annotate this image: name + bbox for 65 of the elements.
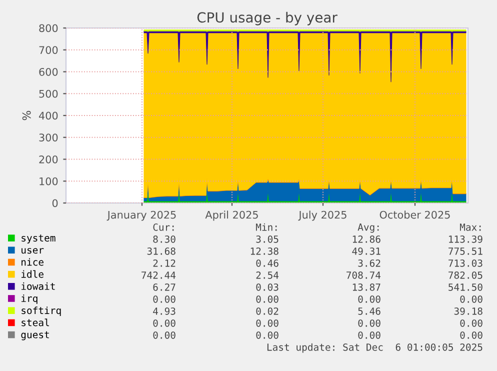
text: Avg: [358, 224, 379, 233]
chart-title: CPU usage - by year [197, 12, 338, 26]
text: 5.46 [358, 307, 380, 315]
text: 13.87 [352, 283, 380, 291]
text: 782.05 [448, 271, 482, 279]
y-tick-label: 500 [39, 90, 58, 98]
text: 49.31 [352, 247, 380, 255]
y-tick-label: 200 [39, 155, 58, 164]
text: 3.05 [256, 235, 278, 243]
text: 8.30 [153, 235, 176, 243]
text: 2.12 [153, 259, 176, 267]
text: 0.03 [256, 283, 278, 291]
text: 2.54 [256, 271, 279, 279]
text: 31.68 [147, 247, 176, 255]
legend-label: idle [21, 270, 44, 278]
legend-label: irq [21, 294, 38, 304]
text: 0.46 [256, 259, 278, 267]
text: 3.62 [358, 259, 380, 267]
x-tick-label: October 2025 [380, 210, 450, 219]
y-tick-label: 300 [39, 134, 58, 142]
y-tick-label: 700 [39, 46, 58, 54]
legend-label: system [22, 234, 56, 244]
y-tick-label: 600 [39, 68, 58, 76]
text: 0.00 [153, 331, 176, 339]
legend-label: nice [22, 258, 44, 266]
text: 113.39 [449, 235, 482, 243]
text: 0.00 [460, 319, 482, 327]
text: 0.00 [460, 331, 482, 339]
text: 742.44 [142, 271, 176, 279]
y-tick-label: 0 [52, 199, 58, 208]
text: 0.00 [256, 319, 278, 327]
legend-label: softirq [22, 306, 61, 316]
x-tick-label: April 2025 [205, 210, 258, 221]
text: 6.27 [153, 283, 176, 291]
text: 541.50 [448, 283, 482, 291]
x-tick-label: July 2025 [298, 210, 346, 221]
y-tick-label: 800 [39, 24, 58, 32]
y-tick-label: 400 [38, 112, 58, 120]
text: 12.86 [352, 235, 380, 243]
text: Min: [256, 223, 277, 231]
text: 0.00 [256, 331, 278, 339]
text: 0.02 [256, 307, 278, 315]
y-axis-title: % [22, 110, 31, 120]
text: 4.93 [153, 307, 176, 315]
legend-label: steal [22, 318, 49, 326]
legend-label: iowait [21, 282, 55, 290]
legend-label: user [22, 248, 44, 254]
text: 713.03 [448, 259, 482, 267]
text: 39.18 [454, 307, 482, 315]
text: 0.00 [460, 295, 482, 303]
text: 0.00 [153, 295, 176, 303]
text: 0.00 [358, 319, 380, 327]
text: Cur: [153, 223, 174, 231]
text: 0.00 [256, 295, 278, 303]
text: 708.74 [346, 271, 381, 279]
text: 12.38 [250, 247, 278, 255]
text: 0.00 [358, 331, 380, 339]
text: Max: [460, 224, 481, 231]
text: 775.51 [448, 248, 482, 255]
text: Last update: Sat Dec 6 01:00:05 2025 [267, 343, 482, 353]
legend-label: guest [21, 331, 49, 340]
text: 0.00 [358, 295, 380, 303]
x-tick-label: January 2025 [106, 210, 176, 221]
y-tick-label: 100 [40, 177, 58, 186]
text: 0.00 [153, 319, 176, 327]
